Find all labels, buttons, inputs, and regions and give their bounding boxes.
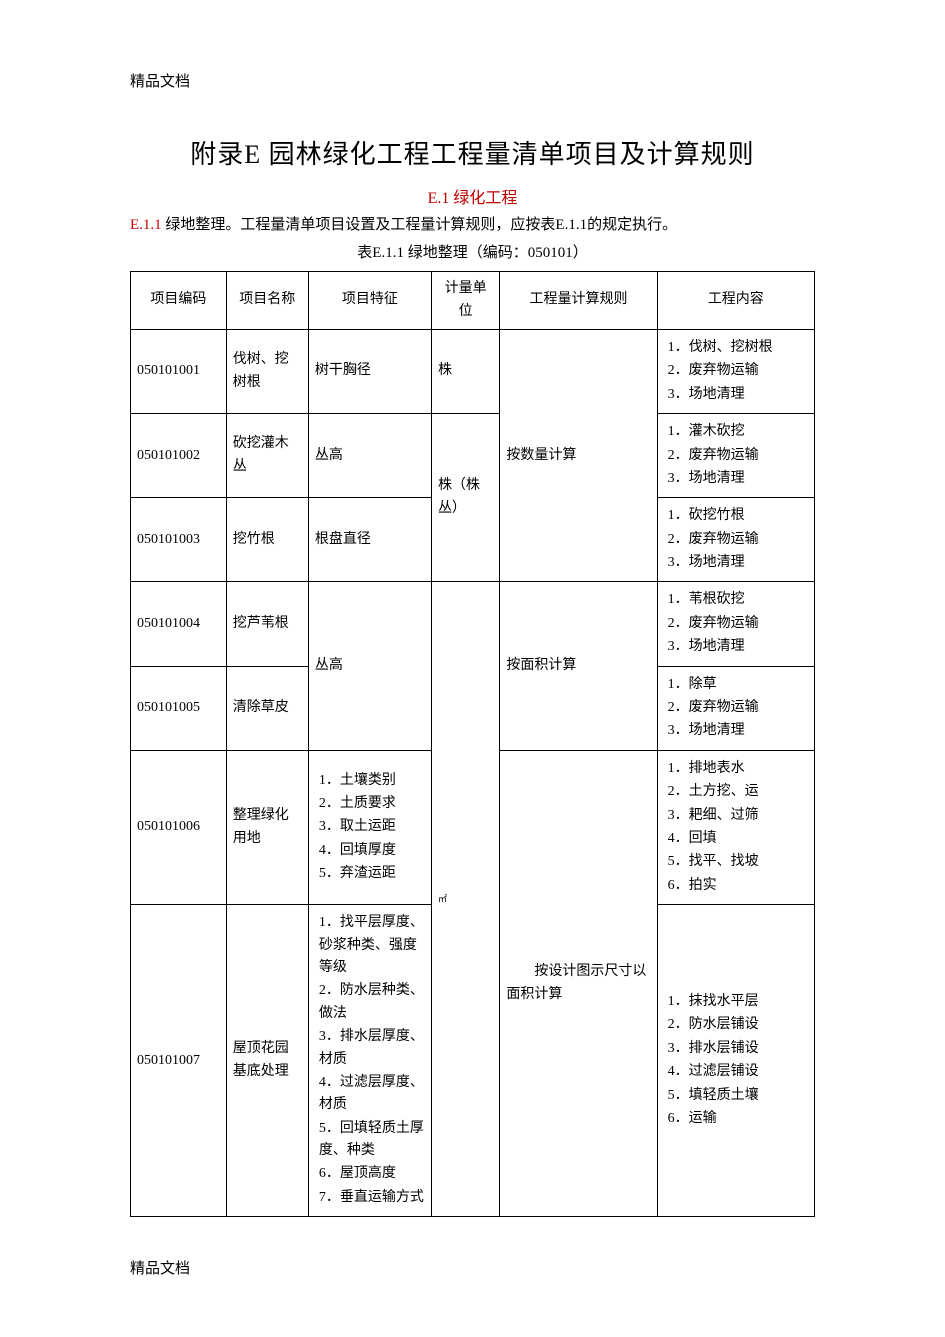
cell-name: 清除草皮 [226, 666, 308, 750]
content-item: 5．填轻质土壤 [668, 1085, 808, 1107]
content-item: 1．砍挖竹根 [668, 505, 808, 527]
page: 精品文档 附录E 园林绿化工程工程量清单项目及计算规则 E.1 绿化工程 E.1… [0, 0, 945, 1337]
feature-item: 4．回填厚度 [319, 840, 425, 862]
page-title: 附录E 园林绿化工程工程量清单项目及计算规则 [130, 134, 815, 176]
cell-content: 1．除草 2．废弃物运输 3．场地清理 [657, 666, 814, 750]
content-item: 1．苇根砍挖 [668, 589, 808, 611]
cell-feature: 根盘直径 [308, 498, 431, 582]
content-item: 1．排地表水 [668, 758, 808, 780]
th-unit: 计量单位 [431, 272, 499, 330]
content-item: 2．废弃物运输 [668, 445, 808, 467]
cell-name: 挖芦苇根 [226, 582, 308, 666]
content-item: 3．场地清理 [668, 552, 808, 574]
cell-name: 挖竹根 [226, 498, 308, 582]
feature-item: 1．土壤类别 [319, 770, 425, 792]
content-item: 3．场地清理 [668, 384, 808, 406]
feature-item: 1．找平层厚度、砂浆种类、强度等级 [319, 912, 425, 979]
content-item: 2．土方挖、运 [668, 781, 808, 803]
feature-item: 3．排水层厚度、材质 [319, 1026, 425, 1071]
content-item: 3．场地清理 [668, 636, 808, 658]
feature-item: 2．防水层种类、做法 [319, 980, 425, 1025]
cell-code: 050101005 [131, 666, 227, 750]
content-item: 5．找平、找坡 [668, 851, 808, 873]
content-item: 2．废弃物运输 [668, 529, 808, 551]
feature-item: 6．屋顶高度 [319, 1163, 425, 1185]
table-row: 050101002 砍挖灌木丛 丛高 株（株 丛） 1．灌木砍挖 2．废弃物运输… [131, 414, 815, 498]
feature-item: 5．回填轻质土厚度、种类 [319, 1118, 425, 1163]
content-item: 6．运输 [668, 1108, 808, 1130]
cell-content: 1．排地表水 2．土方挖、运 3．耙细、过筛 4．回填 5．找平、找坡 6．拍实 [657, 750, 814, 904]
cell-name: 伐树、挖树根 [226, 329, 308, 413]
cell-feature: 树干胸径 [308, 329, 431, 413]
cell-content: 1．砍挖竹根 2．废弃物运输 3．场地清理 [657, 498, 814, 582]
content-item: 1．抹找水平层 [668, 991, 808, 1013]
cell-content: 1．灌木砍挖 2．废弃物运输 3．场地清理 [657, 414, 814, 498]
cell-feature: 1．土壤类别 2．土质要求 3．取土运距 4．回填厚度 5．弃渣运距 [308, 750, 431, 904]
section-intro: E.1.1 绿地整理。工程量清单项目设置及工程量计算规则，应按表E.1.1的规定… [130, 213, 815, 237]
feature-item: 3．取土运距 [319, 816, 425, 838]
cell-rule: 按面积计算 [500, 582, 657, 750]
th-feature: 项目特征 [308, 272, 431, 330]
cell-name: 砍挖灌木丛 [226, 414, 308, 498]
content-item: 6．拍实 [668, 875, 808, 897]
cell-content: 1．抹找水平层 2．防水层铺设 3．排水层铺设 4．过滤层铺设 5．填轻质土壤 … [657, 905, 814, 1217]
table-caption: 表E.1.1 绿地整理（编码：050101） [130, 241, 815, 265]
table-row: 050101001 伐树、挖树根 树干胸径 株 按数量计算 1．伐树、挖树根 2… [131, 329, 815, 413]
th-name: 项目名称 [226, 272, 308, 330]
feature-item: 7．垂直运输方式 [319, 1187, 425, 1209]
cell-feature: 1．找平层厚度、砂浆种类、强度等级 2．防水层种类、做法 3．排水层厚度、材质 … [308, 905, 431, 1217]
cell-rule: 按设计图示尺寸以面积计算 [500, 750, 657, 1216]
cell-code: 050101006 [131, 750, 227, 904]
header-label: 精品文档 [130, 70, 815, 94]
content-item: 2．废弃物运输 [668, 360, 808, 382]
cell-content: 1．苇根砍挖 2．废弃物运输 3．场地清理 [657, 582, 814, 666]
th-rule: 工程量计算规则 [500, 272, 657, 330]
cell-code: 050101003 [131, 498, 227, 582]
cell-feature: 丛高 [308, 582, 431, 750]
content-item: 3．耙细、过筛 [668, 805, 808, 827]
unit-line: 丛） [438, 501, 466, 516]
content-item: 1．除草 [668, 674, 808, 696]
main-table: 项目编码 项目名称 项目特征 计量单位 工程量计算规则 工程内容 0501010… [130, 271, 815, 1217]
cell-code: 050101007 [131, 905, 227, 1217]
cell-unit: 株 [431, 329, 499, 413]
table-header-row: 项目编码 项目名称 项目特征 计量单位 工程量计算规则 工程内容 [131, 272, 815, 330]
th-content: 工程内容 [657, 272, 814, 330]
table-row: 050101004 挖芦苇根 丛高 ㎡ 按面积计算 1．苇根砍挖 2．废弃物运输… [131, 582, 815, 666]
cell-code: 050101001 [131, 329, 227, 413]
content-item: 4．过滤层铺设 [668, 1061, 808, 1083]
section-heading: E.1 绿化工程 [130, 186, 815, 212]
section-intro-prefix: E.1.1 [130, 217, 162, 233]
content-item: 3．场地清理 [668, 720, 808, 742]
content-item: 1．灌木砍挖 [668, 421, 808, 443]
cell-feature: 丛高 [308, 414, 431, 498]
content-item: 3．场地清理 [668, 468, 808, 490]
content-item: 1．伐树、挖树根 [668, 337, 808, 359]
cell-content: 1．伐树、挖树根 2．废弃物运输 3．场地清理 [657, 329, 814, 413]
footer-label: 精品文档 [130, 1257, 815, 1281]
th-code: 项目编码 [131, 272, 227, 330]
content-item: 2．废弃物运输 [668, 613, 808, 635]
content-item: 3．排水层铺设 [668, 1038, 808, 1060]
content-item: 2．防水层铺设 [668, 1014, 808, 1036]
feature-item: 4．过滤层厚度、材质 [319, 1072, 425, 1117]
unit-line: 株（株 [438, 478, 480, 493]
cell-code: 050101002 [131, 414, 227, 498]
cell-code: 050101004 [131, 582, 227, 666]
cell-unit: 株（株 丛） [431, 414, 499, 582]
section-intro-rest: 绿地整理。工程量清单项目设置及工程量计算规则，应按表E.1.1的规定执行。 [162, 217, 677, 233]
cell-rule: 按数量计算 [500, 329, 657, 582]
feature-item: 2．土质要求 [319, 793, 425, 815]
cell-unit: ㎡ [431, 582, 499, 1217]
cell-name: 整理绿化用地 [226, 750, 308, 904]
content-item: 2．废弃物运输 [668, 697, 808, 719]
cell-name: 屋顶花园基底处理 [226, 905, 308, 1217]
feature-item: 5．弃渣运距 [319, 863, 425, 885]
content-item: 4．回填 [668, 828, 808, 850]
